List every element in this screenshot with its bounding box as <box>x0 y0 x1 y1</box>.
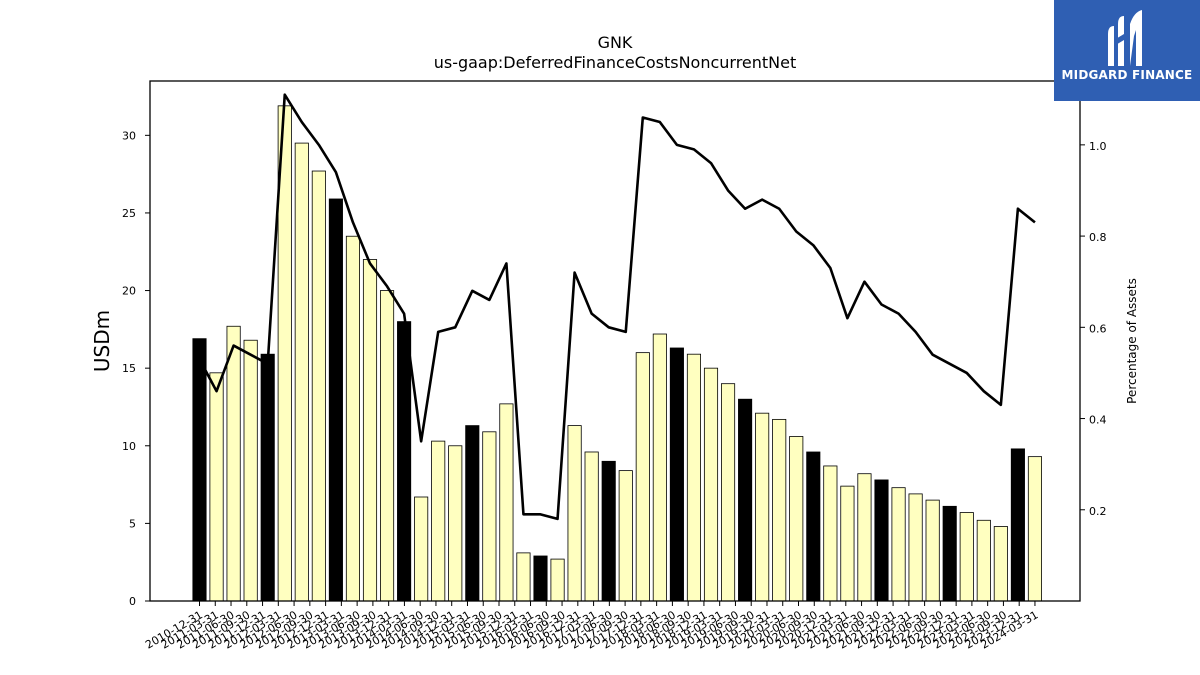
bar <box>192 338 207 602</box>
bar <box>1010 448 1025 602</box>
bar <box>226 325 241 602</box>
y-tick-label: 5 <box>129 517 136 530</box>
y-tick-label: 15 <box>122 362 136 375</box>
bar <box>414 496 429 602</box>
bar <box>379 290 395 602</box>
bar <box>925 499 940 602</box>
y-axis-left: 0 5 10 15 20 25 30 <box>122 129 150 608</box>
bar <box>328 198 343 602</box>
bar-series <box>192 105 1043 602</box>
bar <box>993 526 1008 602</box>
bar <box>294 142 309 602</box>
bar <box>397 321 412 602</box>
bar <box>976 519 991 602</box>
y2-tick-label: 0.4 <box>1089 414 1107 427</box>
brand-name: MIDGARD FINANCE <box>1061 68 1193 82</box>
line-series <box>198 93 1036 521</box>
bar <box>499 403 514 602</box>
bar <box>686 353 701 602</box>
bar <box>669 347 684 602</box>
bar <box>789 436 804 602</box>
x-axis: 2010-12-312011-03-312011-06-302011-09-30… <box>143 601 1040 652</box>
bar <box>721 383 736 602</box>
bar <box>806 451 821 602</box>
y-tick-label: 25 <box>122 207 136 220</box>
bar <box>891 487 906 602</box>
chart-subtitle: us-gaap:DeferredFinanceCostsNoncurrentNe… <box>434 53 797 72</box>
bar <box>516 552 531 602</box>
bar <box>635 352 650 602</box>
bar <box>465 425 480 602</box>
bar <box>618 470 633 602</box>
bar <box>311 170 326 602</box>
y-tick-label: 0 <box>129 595 136 608</box>
chart-title: GNK <box>598 33 633 52</box>
brand-logo: MIDGARD FINANCE <box>1054 0 1200 101</box>
bar <box>942 505 957 602</box>
bar <box>601 460 616 602</box>
bar <box>755 412 770 602</box>
bar <box>243 339 258 602</box>
percentage-line <box>198 93 1036 521</box>
bar <box>431 440 446 602</box>
y-axis-label: USDm <box>90 310 114 372</box>
bar <box>1027 456 1043 602</box>
y2-tick-label: 0.6 <box>1089 322 1107 335</box>
bar <box>533 555 548 602</box>
bar <box>482 431 497 602</box>
y-tick-label: 30 <box>122 129 136 142</box>
y2-tick-label: 0.8 <box>1089 231 1107 244</box>
y2-tick-label: 1.0 <box>1089 140 1107 153</box>
plot-frame <box>149 80 1081 602</box>
bar <box>959 512 974 602</box>
bar <box>652 333 667 602</box>
y2-tick-label: 0.2 <box>1089 505 1107 518</box>
bar <box>260 353 275 602</box>
bar <box>857 473 872 602</box>
bar <box>345 235 360 602</box>
bar <box>908 493 923 602</box>
bar <box>874 479 889 602</box>
bar <box>584 451 599 602</box>
bar <box>550 558 565 602</box>
bar <box>362 259 378 602</box>
bar <box>772 418 787 602</box>
midgard-logo-icon <box>1108 10 1142 66</box>
bar <box>567 425 582 602</box>
y-tick-label: 20 <box>122 285 136 298</box>
bar <box>738 398 753 602</box>
bar <box>209 372 224 602</box>
bar <box>840 485 855 602</box>
y2-axis-label: Percentage of Assets <box>1125 278 1139 404</box>
bar <box>703 367 719 602</box>
y-tick-label: 10 <box>122 440 136 453</box>
bar <box>823 465 838 602</box>
y-axis-right: 0.2 0.4 0.6 0.8 1.0 <box>1080 140 1107 518</box>
bar <box>448 445 463 602</box>
